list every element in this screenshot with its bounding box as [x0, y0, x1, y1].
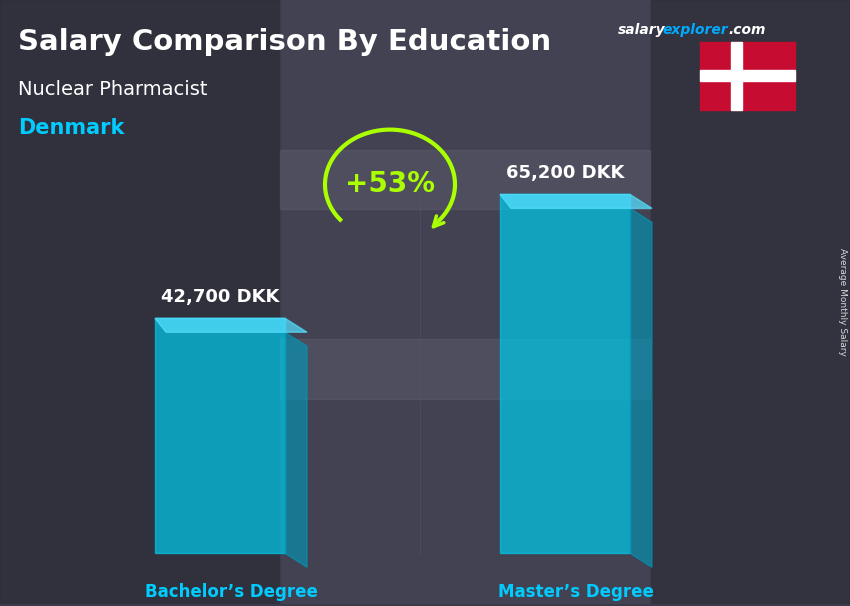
Bar [500, 195, 630, 553]
Bar [280, 150, 650, 209]
Text: salary: salary [618, 23, 666, 37]
Text: Salary Comparison By Education: Salary Comparison By Education [18, 28, 551, 56]
Bar [280, 0, 650, 604]
Text: explorer: explorer [663, 23, 728, 37]
Polygon shape [630, 208, 652, 567]
Text: Average Monthly Salary: Average Monthly Salary [838, 248, 847, 356]
Text: Master’s Degree: Master’s Degree [498, 583, 654, 601]
Text: +53%: +53% [345, 170, 435, 198]
Bar [0, 0, 280, 604]
Bar [700, 42, 795, 110]
Text: Bachelor’s Degree: Bachelor’s Degree [144, 583, 317, 601]
Bar [700, 70, 795, 81]
Bar [280, 339, 650, 399]
Polygon shape [500, 195, 652, 208]
Text: Nuclear Pharmacist: Nuclear Pharmacist [18, 80, 207, 99]
Text: 65,200 DKK: 65,200 DKK [506, 164, 624, 182]
Bar [731, 42, 741, 110]
Polygon shape [285, 332, 307, 567]
Text: Denmark: Denmark [18, 118, 124, 138]
Polygon shape [155, 318, 307, 332]
Text: 42,700 DKK: 42,700 DKK [161, 288, 279, 306]
Bar [155, 318, 285, 553]
Bar [650, 0, 850, 604]
Text: .com: .com [728, 23, 766, 37]
